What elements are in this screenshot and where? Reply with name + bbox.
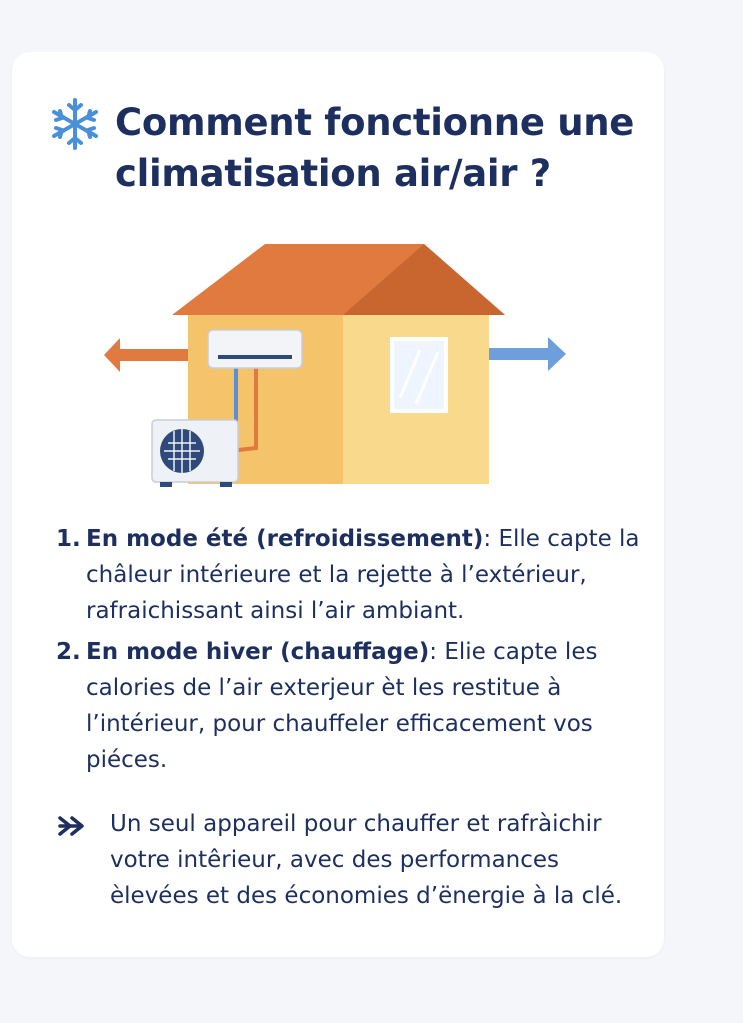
step-number: 1. [56,526,81,552]
warm-air-arrow [104,338,188,372]
step-item: 1. En mode été (refroidissement): Elle ca… [52,521,642,629]
page-title: Comment fonctionne une climatisation air… [115,101,635,195]
indoor-ac-unit [208,330,302,368]
info-card [12,52,664,957]
step-mode: En mode hiver (chauffage) [86,639,430,665]
step-text: Elle capte la châleur intérieure et la r… [86,526,640,624]
cool-air-arrow [488,337,566,371]
step-text: Elie capte les calories de l’air exterje… [86,639,598,773]
step-item: 2. En mode hiver (chauffage): Elie capte … [52,634,642,778]
step-number: 2. [56,639,81,665]
step-mode: En mode été (refroidissement) [86,526,484,552]
summary-callout: Un seul appareil pour chauffer et rafrài… [56,806,646,914]
double-chevron-right-icon [58,816,84,836]
step-separator: : [429,639,445,665]
snowflake-icon [52,98,98,150]
summary-text: Un seul appareil pour chauffer et rafrài… [110,811,623,909]
step-separator: : [483,526,499,552]
house-ac-illustration [104,244,566,487]
steps-list: 1. En mode été (refroidissement): Elle ca… [52,521,642,783]
